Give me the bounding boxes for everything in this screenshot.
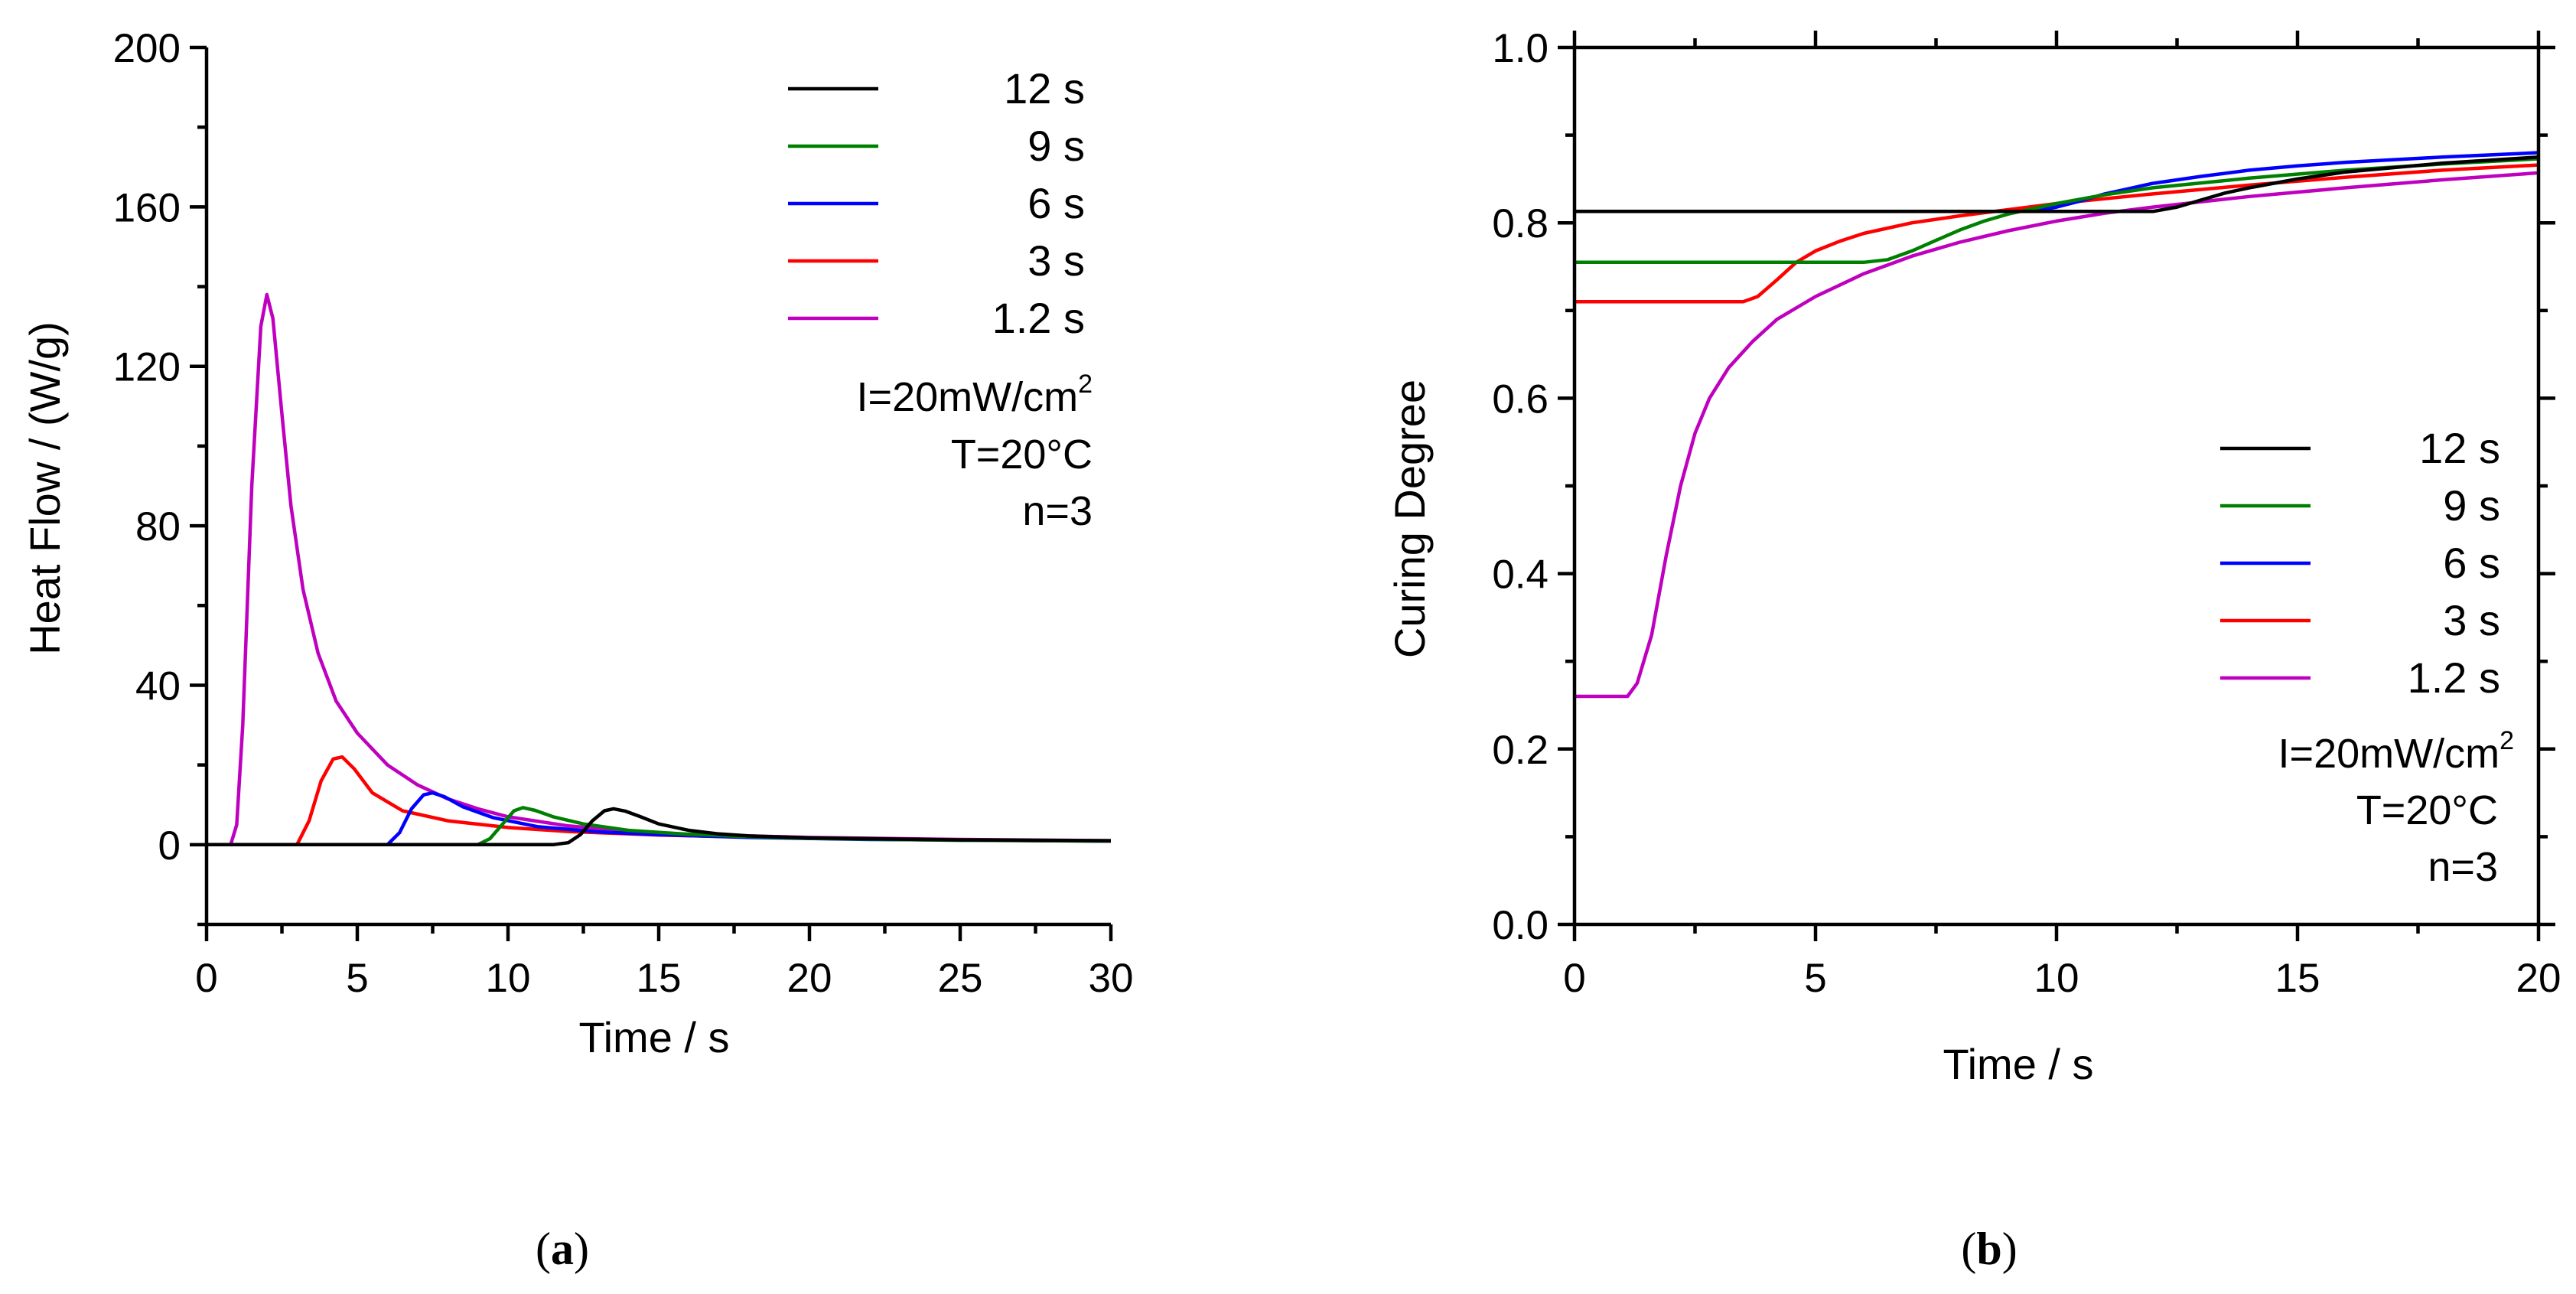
x-tick-label-b: 10 (2034, 956, 2079, 1001)
intensity-sup-b: 2 (2499, 726, 2514, 755)
y-tick-label-b: 0.0 (1492, 903, 1549, 948)
panel-label-a: (a) (536, 1224, 589, 1274)
axes-a: 0 5 10 15 20 25 30 0 40 80 120 160 200 (113, 26, 1134, 1001)
series-line-b-1-2-s (1575, 171, 2539, 699)
legend-label-b-3-s: 3 s (2443, 596, 2500, 644)
panel-letter-b: b (1976, 1224, 2001, 1274)
x-tick-label-a: 5 (346, 956, 368, 1001)
intensity-annotation-b: I=20mW/cm2 (2278, 726, 2514, 777)
y-axis-title-a: Heat Flow / (W/g) (21, 321, 69, 655)
chart-panel-a: 0 5 10 15 20 25 30 0 40 80 120 160 200 Heat Flow / (… (21, 26, 1133, 1274)
series-group-b (1575, 151, 2539, 699)
plot-area-a (207, 292, 1111, 847)
legend-label-b-9-s: 9 s (2443, 481, 2500, 530)
y-tick-label-b: 0.2 (1492, 728, 1549, 773)
legend-label-b-1-2-s: 1.2 s (2408, 654, 2500, 702)
legend-label-a-6-s: 6 s (1027, 179, 1085, 227)
y-tick-label-b: 0.4 (1492, 552, 1549, 598)
x-tick-label-b: 5 (1804, 956, 1826, 1001)
y-tick-label-a: 40 (135, 663, 181, 709)
x-tick-label-b: 20 (2516, 956, 2561, 1001)
panel-letter-a: a (551, 1224, 574, 1274)
y-tick-label-b: 1.0 (1492, 26, 1549, 71)
x-axis-title-a: Time / s (578, 1013, 729, 1061)
y-tick-label-b: 0.8 (1492, 201, 1549, 246)
intensity-sup-a: 2 (1078, 370, 1093, 399)
x-tick-label-a: 15 (637, 956, 682, 1001)
temperature-annotation-b: T=20°C (2356, 787, 2498, 833)
series-line-a-12-s (207, 807, 1111, 847)
y-tick-label-a: 0 (158, 823, 181, 869)
series-line-b-9-s (1575, 157, 2539, 265)
x-tick-label-b: 0 (1563, 956, 1585, 1001)
legend-label-b-12-s: 12 s (2419, 424, 2500, 472)
y-tick-label-a: 200 (113, 26, 181, 71)
intensity-text-a: I=20mW/cm (857, 374, 1079, 420)
temperature-annotation-a: T=20°C (951, 432, 1093, 478)
intensity-text-b: I=20mW/cm (2278, 731, 2500, 777)
series-line-b-12-s (1575, 155, 2539, 213)
y-tick-label-a: 160 (113, 185, 181, 230)
series-line-a-6-s (207, 790, 1111, 847)
annotations-a: I=20mW/cm2 T=20°C n=3 (857, 370, 1093, 534)
intensity-annotation-a: I=20mW/cm2 (857, 370, 1093, 420)
panel-label-b: (b) (1961, 1224, 2017, 1274)
annotations-b: I=20mW/cm2 T=20°C n=3 (2278, 726, 2514, 890)
x-tick-label-a: 10 (486, 956, 531, 1001)
x-tick-label-a: 30 (1089, 956, 1134, 1001)
legend-b: 12 s 9 s 6 s 3 s 1.2 s (2220, 424, 2500, 702)
legend-label-b-6-s: 6 s (2443, 539, 2500, 587)
x-tick-label-b: 15 (2275, 956, 2320, 1001)
y-tick-label-a: 120 (113, 345, 181, 390)
axes-b: 0 5 10 15 20 0.0 0.2 0.4 0.6 0.8 1.0 (1492, 26, 2561, 1001)
series-group-a (207, 292, 1111, 847)
y-tick-label-a: 80 (135, 504, 181, 549)
x-tick-label-a: 20 (787, 956, 832, 1001)
x-tick-label-a: 0 (195, 956, 217, 1001)
chart-panel-b: 0 5 10 15 20 0.0 0.2 0.4 0.6 0.8 1.0 Curing Degree… (1386, 26, 2561, 1274)
n-annotation-a: n=3 (1022, 488, 1093, 534)
legend-label-a-3-s: 3 s (1027, 236, 1085, 285)
x-axis-title-b: Time / s (1943, 1040, 2093, 1088)
series-line-b-6-s (1575, 151, 2539, 213)
legend-a: 12 s 9 s 6 s 3 s 1.2 s (788, 64, 1085, 342)
n-annotation-b: n=3 (2428, 844, 2498, 890)
y-tick-label-b: 0.6 (1492, 376, 1549, 422)
legend-label-a-9-s: 9 s (1027, 122, 1085, 170)
legend-label-a-1-2-s: 1.2 s (992, 294, 1085, 342)
y-axis-title-b: Curing Degree (1386, 380, 1434, 658)
x-tick-label-a: 25 (938, 956, 983, 1001)
legend-label-a-12-s: 12 s (1004, 64, 1085, 112)
plot-area-b (1575, 151, 2539, 699)
